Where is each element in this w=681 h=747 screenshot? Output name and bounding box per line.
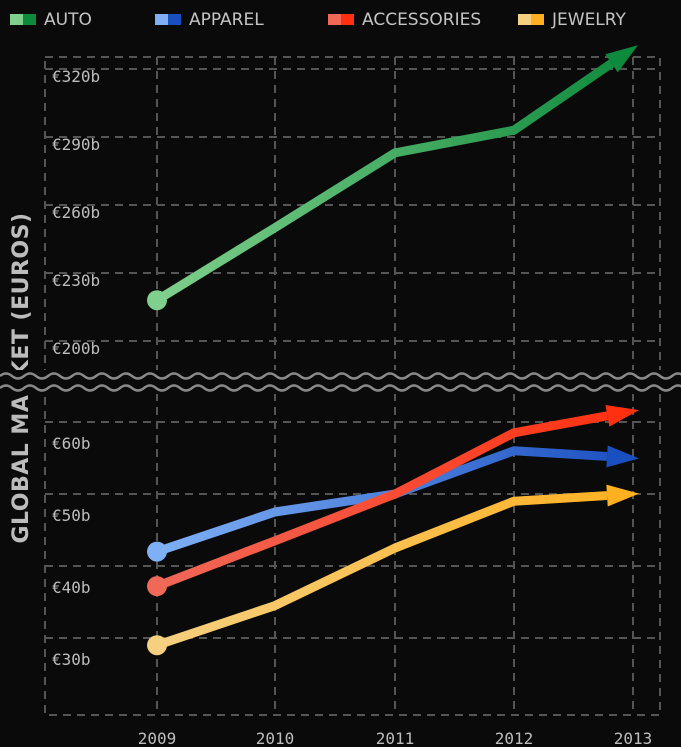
y-tick-label: €60b [52,434,91,453]
series-line [155,491,608,650]
y-tick-label: €320b [52,67,100,86]
legend-swatch-dark [168,14,181,25]
x-tick-label: 2012 [495,729,534,747]
y-tick-label: €260b [52,203,100,222]
legend-item: APPAREL [155,10,264,30]
legend-swatch-dark [531,14,544,25]
break-wave-top [0,372,681,380]
y-tick-label: €230b [52,271,100,290]
series-jewelry [147,484,639,656]
series-accessories [147,405,639,597]
legend-item: AUTO [10,10,92,30]
legend-label: JEWELRY [551,10,627,30]
x-tick-label: 2011 [376,729,415,747]
series-start-point [147,576,167,597]
x-tick-label: 2010 [256,729,295,747]
series-lines [147,45,639,656]
legend-swatch-dark [23,14,36,25]
legend-label: APPAREL [189,10,264,30]
x-tick-labels: 2009 2010 2011 2012 2013 [138,729,653,747]
legend-swatch-dark [341,14,354,25]
y-tick-labels: €320b €290b €260b €230b €200b €60b €50b €40b €30… [52,67,100,669]
series-arrowhead [605,405,639,427]
x-tick-label: 2009 [138,729,177,747]
series-arrowhead [606,484,639,507]
legend-label: ACCESSORIES [362,10,481,30]
series-arrowhead [605,45,638,73]
axis-break [0,370,681,394]
y-tick-label: €200b [52,339,100,358]
series-start-point [147,635,167,656]
series-start-point [147,290,167,311]
legend-item: JEWELRY [518,10,627,30]
legend: AUTO APPAREL ACCESSORIES JEWELRY [10,10,627,30]
legend-label: AUTO [44,10,92,30]
series-start-point [147,541,167,562]
y-tick-label: €290b [52,135,100,154]
break-wave-bottom [0,384,681,392]
x-tick-label: 2013 [614,729,653,747]
series-line [155,411,609,591]
legend-item: ACCESSORIES [328,10,481,30]
series-line [154,59,615,305]
y-tick-label: €30b [52,650,91,669]
y-tick-label: €50b [52,506,91,525]
y-tick-label: €40b [52,578,91,597]
series-auto [147,45,638,311]
series-arrowhead [606,445,639,468]
